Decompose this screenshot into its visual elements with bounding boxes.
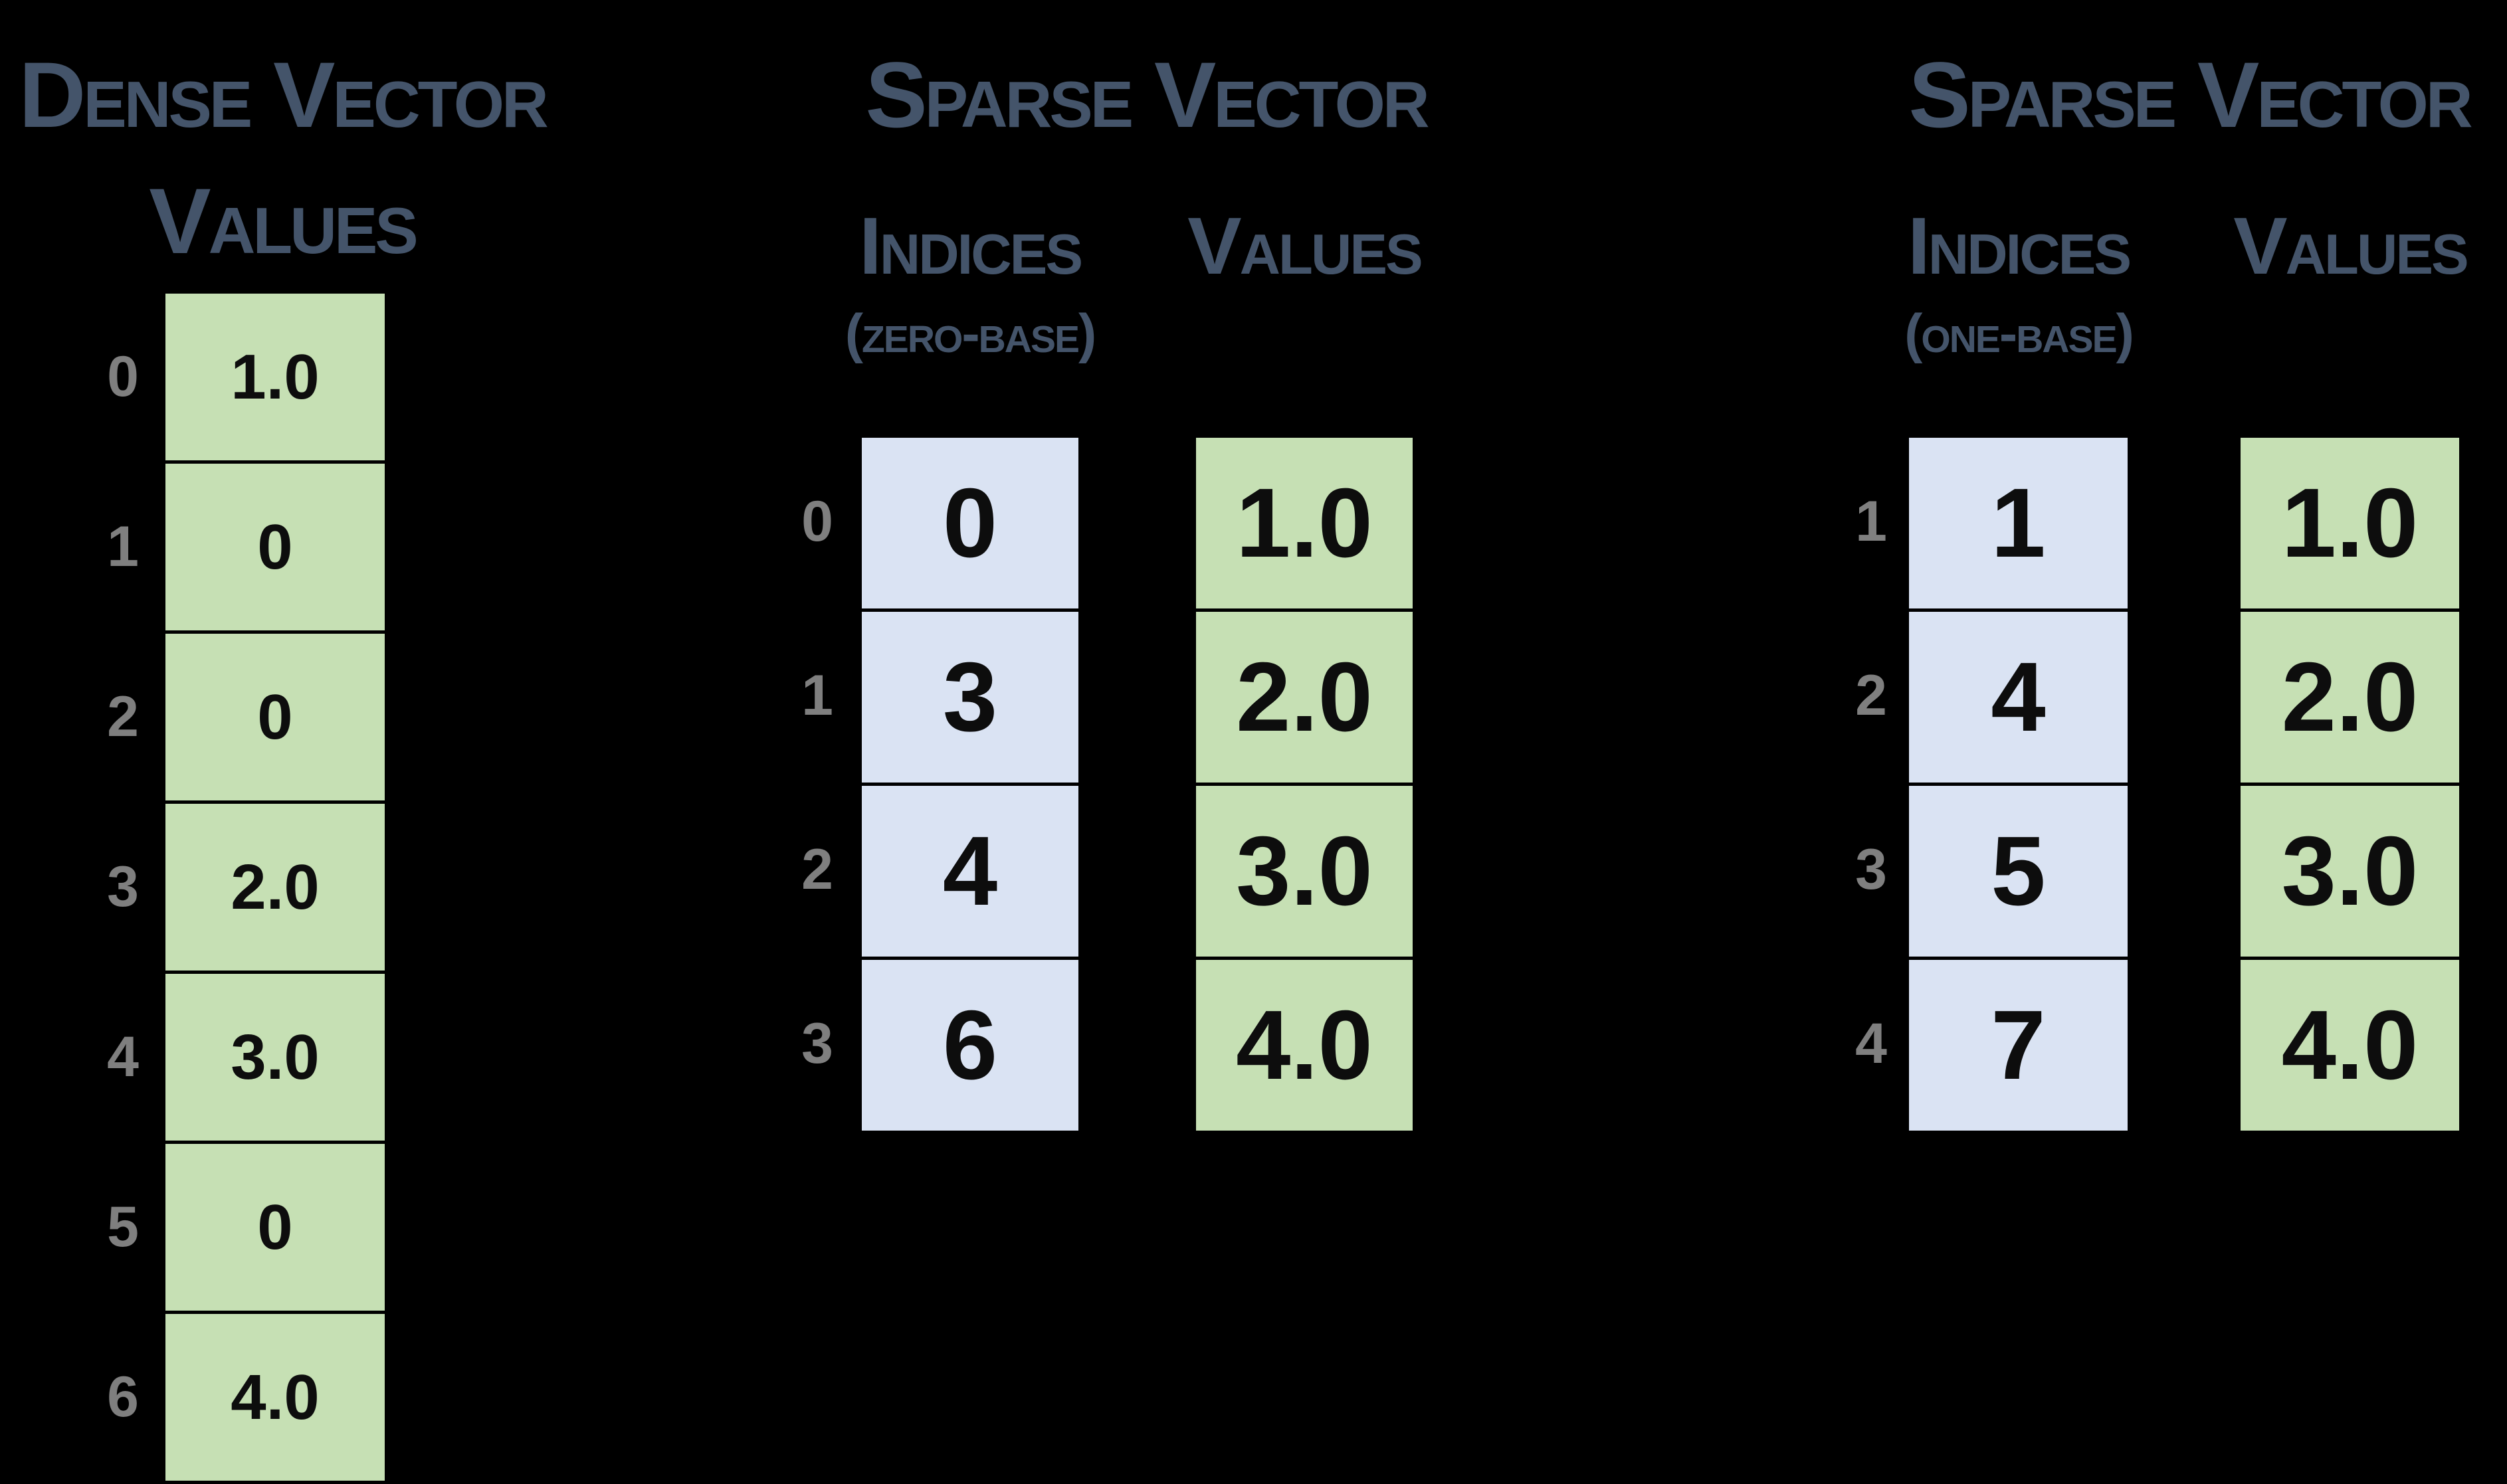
sparse-zero-value-cell: 1.0 — [1193, 434, 1416, 612]
dense-value-cell: 0 — [162, 630, 388, 804]
sparse-one-row-label-2: 3 — [1855, 838, 1887, 901]
dense-value-cell: 3.0 — [162, 971, 388, 1144]
dense-row-label-4: 4 — [107, 1025, 139, 1089]
sparse-one-row-label-3: 4 — [1855, 1012, 1887, 1075]
dense-row-label-2: 2 — [107, 685, 139, 749]
dense-value-cell: 4.0 — [162, 1311, 388, 1484]
sparse-one-index-cell: 5 — [1906, 783, 2131, 960]
sparse-zero-index-cell: 0 — [858, 434, 1082, 612]
dense-vector-title-line1: Dense Vector — [19, 43, 548, 147]
sparse-zero-indices-header: Indices — [858, 201, 1083, 291]
sparse-zero-index-cell: 3 — [858, 608, 1082, 786]
sparse-one-value-cell: 3.0 — [2237, 783, 2462, 960]
dense-row-label-5: 5 — [107, 1195, 139, 1259]
sparse-one-base-note: (one-base) — [1904, 304, 2134, 364]
sparse-zero-base-note: (zero-base) — [845, 304, 1097, 364]
dense-value-cell: 2.0 — [162, 800, 388, 974]
sparse-zero-title: Sparse Vector — [865, 43, 1429, 147]
sparse-zero-value-cell: 3.0 — [1193, 783, 1416, 960]
sparse-one-title: Sparse Vector — [1908, 43, 2472, 147]
sparse-zero-index-cell: 4 — [858, 783, 1082, 960]
dense-vector-title-line2: Values — [149, 169, 419, 273]
dense-row-label-1: 1 — [107, 515, 139, 579]
sparse-zero-row-label-1: 1 — [801, 664, 833, 727]
sparse-zero-row-label-0: 0 — [801, 490, 833, 553]
sparse-zero-values-header: Values — [1187, 201, 1423, 291]
sparse-zero-row-label-3: 3 — [801, 1012, 833, 1075]
dense-value-cell: 0 — [162, 1141, 388, 1314]
sparse-zero-values-column: 1.0 2.0 3.0 4.0 — [1193, 434, 1416, 1134]
dense-row-label-3: 3 — [107, 855, 139, 919]
dense-value-cell: 1.0 — [162, 290, 388, 464]
sparse-one-values-column: 1.0 2.0 3.0 4.0 — [2237, 434, 2462, 1134]
sparse-one-index-cell: 1 — [1906, 434, 2131, 612]
sparse-one-row-label-1: 2 — [1855, 664, 1887, 727]
sparse-one-value-cell: 1.0 — [2237, 434, 2462, 612]
dense-values-column: 1.0 0 0 2.0 3.0 0 4.0 — [162, 290, 388, 1484]
dense-value-cell: 0 — [162, 460, 388, 634]
sparse-zero-index-cell: 6 — [858, 957, 1082, 1134]
sparse-zero-value-cell: 4.0 — [1193, 957, 1416, 1134]
sparse-one-values-header: Values — [2233, 201, 2468, 291]
sparse-zero-value-cell: 2.0 — [1193, 608, 1416, 786]
sparse-one-index-cell: 7 — [1906, 957, 2131, 1134]
sparse-zero-indices-column: 0 3 4 6 — [858, 434, 1082, 1134]
sparse-one-index-cell: 4 — [1906, 608, 2131, 786]
sparse-zero-row-label-2: 2 — [801, 838, 833, 901]
sparse-one-value-cell: 2.0 — [2237, 608, 2462, 786]
dense-row-label-6: 6 — [107, 1365, 139, 1429]
dense-row-label-0: 0 — [107, 345, 139, 409]
sparse-one-value-cell: 4.0 — [2237, 957, 2462, 1134]
dense-vector-title: Dense Vector Values — [17, 32, 548, 284]
sparse-one-indices-header: Indices — [1907, 201, 2132, 291]
sparse-one-indices-column: 1 4 5 7 — [1906, 434, 2131, 1134]
sparse-one-row-label-0: 1 — [1855, 490, 1887, 553]
